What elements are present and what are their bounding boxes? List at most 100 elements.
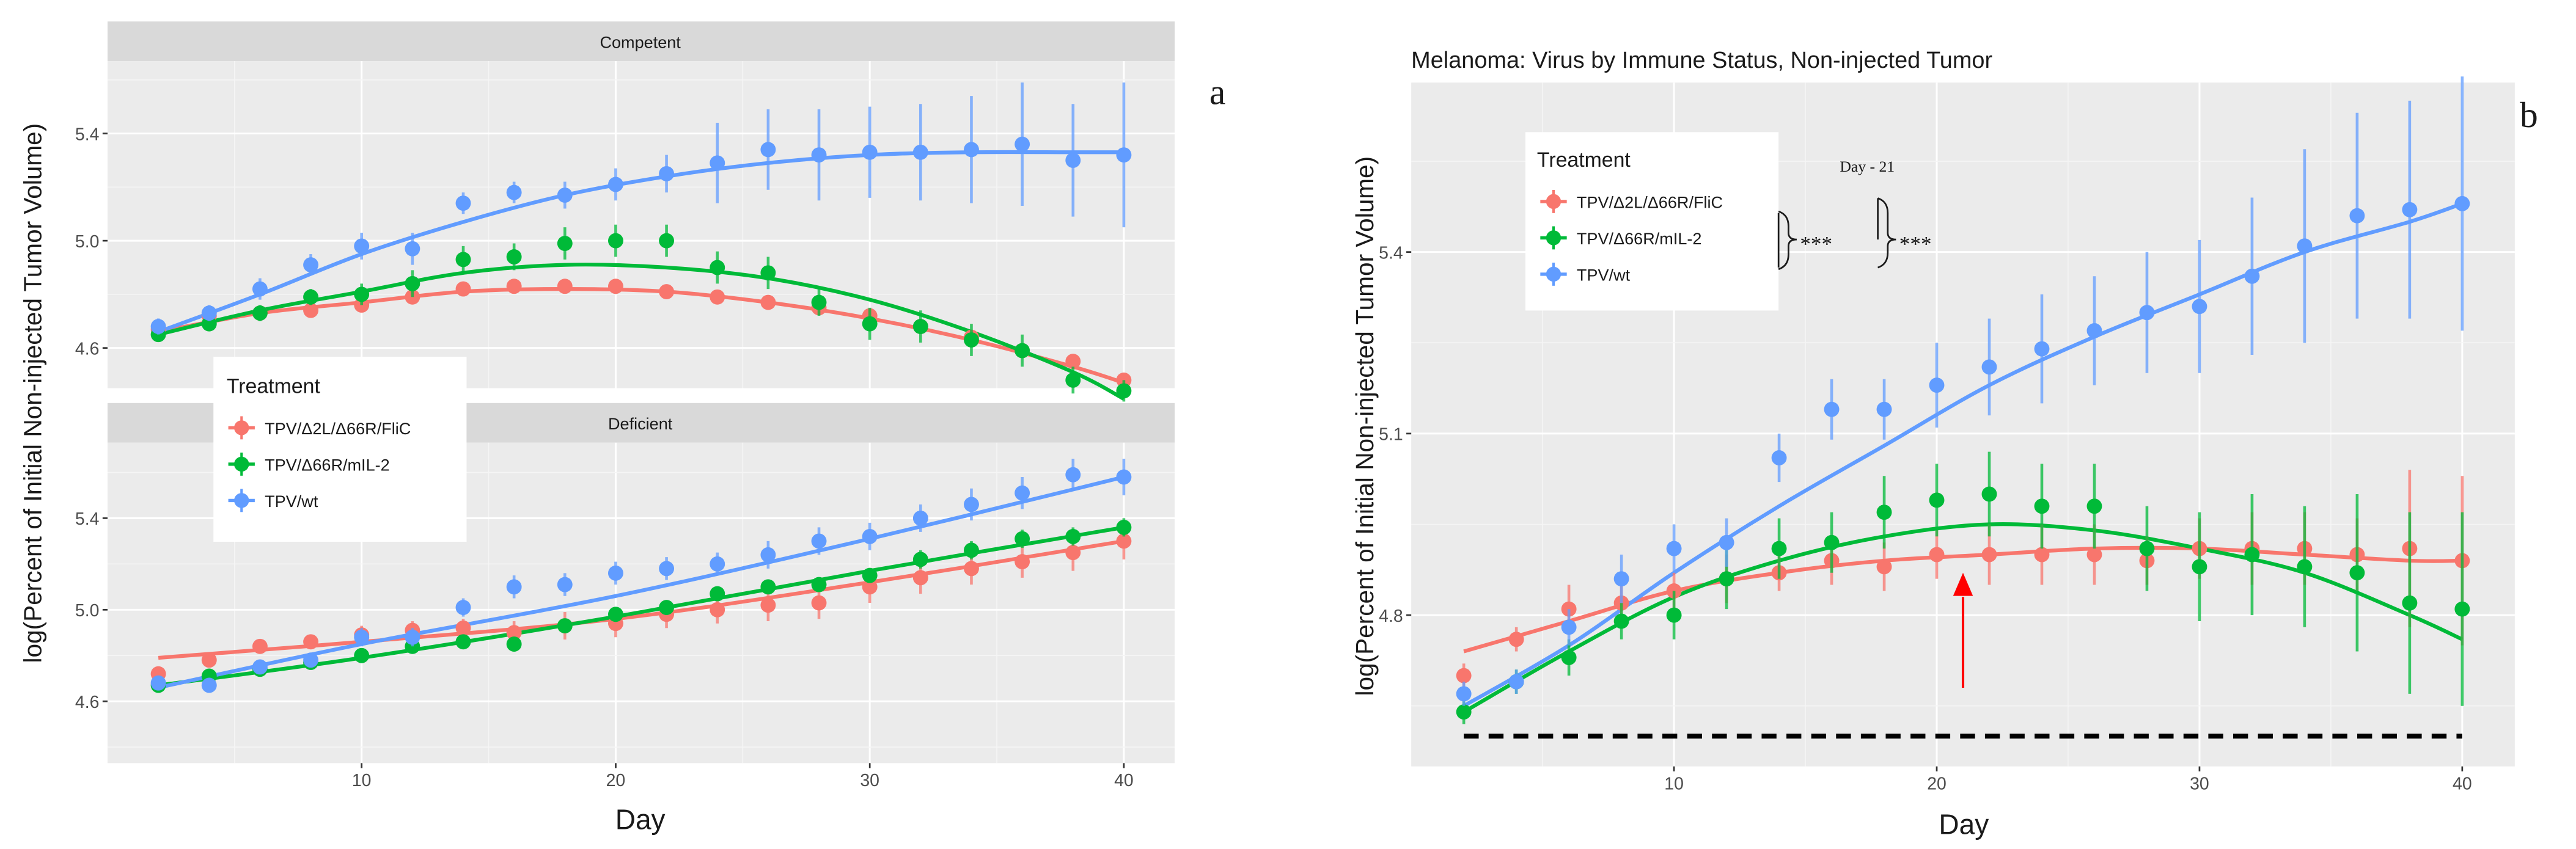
data-point-mil2	[607, 607, 623, 622]
data-point-wt	[303, 652, 319, 668]
data-point-wt	[2034, 341, 2050, 357]
data-point-mil2	[1876, 505, 1892, 520]
data-point-mil2	[710, 586, 725, 602]
data-point-wt	[710, 155, 725, 171]
data-point-wt	[1065, 153, 1081, 168]
panel-a-top-strip	[107, 21, 1175, 62]
panel-a-letter: a	[1209, 71, 1225, 112]
x-tick-label: 20	[1927, 774, 1947, 794]
data-point-wt	[607, 565, 623, 581]
panel-b-xlabel: Day	[1939, 809, 1989, 840]
panel-a-top-strip-label: Competent	[600, 33, 681, 51]
data-point-wt	[252, 281, 268, 297]
data-point-wt	[1613, 571, 1629, 587]
data-point-wt	[354, 629, 370, 645]
y-tick-label: 4.8	[1379, 607, 1403, 626]
data-point-wt	[354, 238, 370, 254]
data-point-fliC	[811, 595, 827, 611]
legend-key	[1546, 230, 1561, 246]
data-point-fliC	[607, 279, 623, 294]
sig-stars-1: ***	[1800, 232, 1832, 256]
x-tick-label: 40	[1114, 771, 1134, 790]
data-point-wt	[506, 579, 522, 595]
data-point-mil2	[506, 636, 522, 652]
data-point-wt	[2402, 202, 2418, 217]
panel-a-top-plot-bg	[107, 61, 1175, 388]
data-point-mil2	[2297, 559, 2313, 575]
x-tick-label: 20	[606, 771, 626, 790]
data-point-wt	[150, 319, 166, 335]
data-point-mil2	[659, 600, 675, 615]
data-point-mil2	[1116, 383, 1132, 399]
panel-a-legend: Treatment TPV/Δ2L/Δ66R/FliC TPV/Δ66R/mIL-…	[213, 357, 467, 542]
panel-b-legend: Treatment TPV/Δ2L/Δ66R/FliC TPV/Δ66R/mIL-…	[1525, 132, 1779, 311]
data-point-mil2	[2139, 541, 2155, 556]
data-point-wt	[912, 144, 928, 160]
panel-a-ylabel: log(Percent of Initial Non-injected Tumo…	[19, 123, 47, 663]
data-point-mil2	[760, 579, 776, 595]
data-point-mil2	[1666, 607, 1682, 623]
data-point-wt	[1116, 147, 1132, 163]
data-point-wt	[405, 629, 420, 645]
panel-b-letter: b	[2520, 95, 2538, 135]
panel-b-legend-title: Treatment	[1537, 148, 1631, 172]
panel-b-title: Melanoma: Virus by Immune Status, Non-in…	[1411, 48, 1992, 73]
data-point-fliC	[710, 289, 725, 305]
data-point-mil2	[2192, 559, 2207, 575]
data-point-mil2	[2034, 498, 2050, 514]
data-point-wt	[1456, 686, 1472, 702]
data-point-mil2	[964, 542, 979, 558]
data-point-fliC	[760, 597, 776, 613]
data-point-mil2	[2454, 601, 2470, 617]
data-point-wt	[557, 188, 573, 203]
fit-line-mil2	[158, 263, 1125, 401]
legend-key	[234, 420, 249, 435]
data-point-wt	[1015, 485, 1030, 501]
sig-stars-2: ***	[1899, 232, 1932, 256]
data-point-wt	[964, 142, 979, 158]
data-point-wt	[150, 675, 166, 691]
data-point-wt	[1015, 136, 1030, 152]
data-point-wt	[1561, 619, 1577, 635]
y-tick-label: 4.6	[75, 340, 99, 359]
data-point-mil2	[2244, 547, 2260, 563]
data-point-mil2	[2349, 565, 2365, 581]
data-point-fliC	[455, 281, 471, 297]
y-tick-label: 5.4	[75, 509, 99, 529]
data-point-wt	[1508, 674, 1524, 690]
data-point-fliC	[1456, 668, 1472, 683]
data-point-fliC	[506, 279, 522, 294]
x-tick-label: 30	[860, 771, 879, 790]
data-point-fliC	[1981, 547, 1997, 563]
data-point-mil2	[760, 265, 776, 281]
legend-label: TPV/Δ66R/mIL-2	[265, 456, 390, 475]
data-point-fliC	[2086, 547, 2102, 563]
data-point-fliC	[201, 652, 217, 668]
x-tick-label: 40	[2453, 774, 2472, 794]
data-point-fliC	[506, 625, 522, 641]
data-point-wt	[659, 166, 675, 181]
data-point-fliC	[252, 638, 268, 654]
data-point-mil2	[405, 275, 420, 291]
data-point-wt	[252, 659, 268, 675]
data-point-wt	[1065, 467, 1081, 483]
data-point-mil2	[303, 289, 319, 305]
data-point-mil2	[1561, 650, 1577, 665]
data-point-fliC	[1929, 547, 1945, 563]
data-point-mil2	[1065, 372, 1081, 388]
data-point-fliC	[2034, 547, 2050, 563]
data-point-mil2	[862, 567, 878, 583]
data-point-mil2	[912, 319, 928, 335]
data-point-mil2	[862, 316, 878, 332]
data-point-wt	[2244, 268, 2260, 284]
panel-a-bottom-strip-label: Deficient	[608, 415, 673, 433]
data-point-fliC	[1876, 559, 1892, 575]
data-point-wt	[201, 677, 217, 693]
panel-b-legend-box	[1525, 132, 1779, 311]
data-point-fliC	[1508, 632, 1524, 647]
data-point-mil2	[1771, 541, 1787, 556]
data-point-fliC	[862, 579, 878, 595]
data-point-fliC	[557, 279, 573, 294]
data-point-wt	[2297, 238, 2313, 254]
data-point-wt	[2454, 195, 2470, 211]
